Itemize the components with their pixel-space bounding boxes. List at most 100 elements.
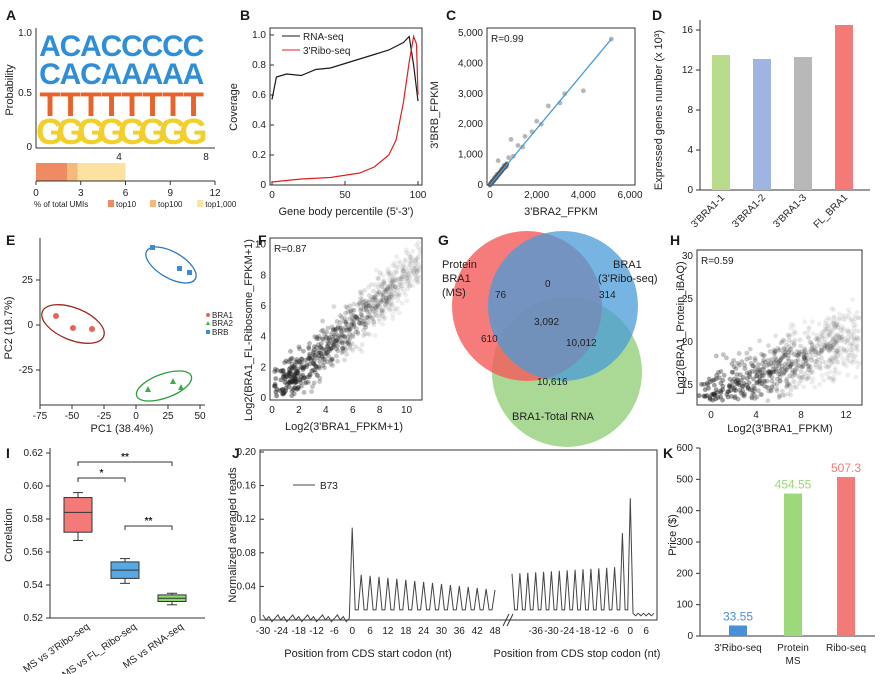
density-point [415, 269, 420, 275]
density-point [815, 336, 821, 341]
density-point [309, 389, 314, 394]
density-point [826, 357, 832, 363]
logo-letter: G [159, 111, 187, 152]
density-point [397, 292, 403, 298]
density-point [281, 372, 287, 377]
density-point [324, 329, 329, 335]
density-point [379, 299, 384, 305]
density-point [853, 322, 859, 328]
density-point [340, 346, 345, 352]
density-point [776, 363, 781, 369]
j-stop-tick: -6 [610, 626, 619, 637]
density-point [829, 306, 834, 311]
density-point [355, 331, 361, 337]
density-point [299, 359, 304, 365]
density-point [791, 343, 797, 349]
density-point [309, 368, 315, 374]
density-point [831, 341, 837, 347]
density-point [760, 373, 766, 379]
c-point [508, 137, 514, 142]
i-ytick-label: 0.54 [24, 580, 44, 591]
d-ytick-label: 0 [687, 185, 693, 196]
density-point [825, 323, 831, 329]
density-point [838, 352, 843, 358]
e-xtick-label: -25 [97, 411, 112, 422]
density-point [759, 381, 765, 387]
density-point [826, 364, 832, 369]
density-point [789, 359, 795, 365]
density-point [787, 334, 792, 339]
h-ytick-label: 20 [682, 337, 694, 348]
density-point [817, 382, 822, 387]
density-point [297, 346, 302, 352]
density-point [380, 298, 386, 303]
j-start-tick: 12 [382, 626, 394, 637]
density-point [704, 380, 710, 386]
panel-a-xtick: 8 [203, 152, 209, 163]
d-ytick-label: 8 [687, 105, 693, 116]
density-point [395, 276, 401, 282]
f-ytick-label: 10 [255, 240, 267, 251]
density-point [326, 335, 332, 340]
density-point [820, 359, 825, 365]
density-point [347, 345, 353, 351]
density-point [380, 292, 386, 298]
density-point [329, 324, 335, 330]
density-point [768, 370, 774, 376]
j-start-tick: -24 [274, 626, 289, 637]
density-point [793, 367, 798, 372]
density-point [748, 361, 754, 366]
density-point [840, 313, 846, 319]
density-point [736, 382, 742, 388]
density-point [801, 356, 807, 361]
density-point [383, 295, 389, 300]
density-point [784, 347, 789, 353]
density-point [782, 350, 788, 355]
density-point [751, 388, 757, 394]
density-point [408, 255, 413, 260]
density-point [321, 360, 327, 365]
density-point [336, 339, 342, 345]
density-point [809, 368, 814, 374]
density-point [726, 389, 732, 394]
density-point [850, 360, 855, 366]
density-point [359, 312, 365, 318]
density-point [396, 291, 402, 297]
venn-label-protein-3: (MS) [442, 287, 466, 299]
density-point [365, 300, 370, 306]
density-point [404, 298, 410, 304]
density-point [351, 301, 357, 307]
density-point [806, 335, 811, 341]
density-point [788, 322, 794, 327]
logo-letter: G [179, 111, 207, 152]
density-point [371, 319, 377, 324]
density-point [363, 304, 369, 309]
density-point [366, 320, 372, 325]
density-point [794, 353, 799, 358]
density-point [338, 327, 344, 333]
density-point [390, 303, 396, 308]
density-point [287, 369, 293, 374]
density-point [845, 329, 851, 334]
density-point [732, 395, 738, 401]
density-point [350, 332, 356, 338]
density-point [792, 369, 798, 374]
density-point [365, 331, 371, 337]
umi-legend-label: top10 [116, 200, 137, 209]
density-point [383, 295, 389, 301]
density-point [301, 376, 306, 381]
density-point [272, 381, 278, 387]
density-point [351, 321, 357, 326]
density-point [382, 299, 388, 304]
density-point [321, 347, 327, 352]
density-point [835, 333, 841, 339]
density-point [401, 274, 406, 280]
density-point [354, 315, 360, 321]
density-point [388, 288, 394, 294]
density-point [796, 373, 801, 379]
density-point [348, 308, 354, 313]
density-point [417, 265, 422, 271]
density-point [768, 360, 774, 366]
density-point [315, 348, 320, 354]
density-point [831, 337, 836, 342]
